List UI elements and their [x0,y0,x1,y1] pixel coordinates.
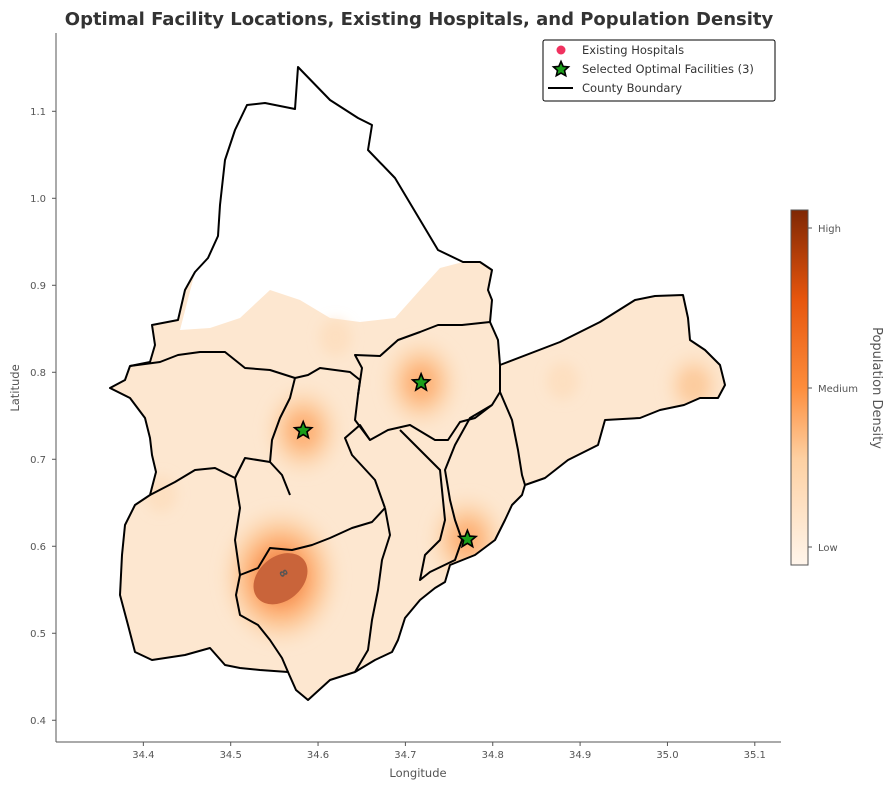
county-boundary-east [499,391,526,486]
county-boundaries [109,66,726,701]
colorbar-gradient [790,209,809,566]
county-boundary-central-north [269,377,296,496]
legend-existing-hospitals: Existing Hospitals [582,43,684,57]
legend: Existing Hospitals Selected Optimal Faci… [542,39,776,102]
y-axis-label: Latitude [8,364,22,411]
optimal-facility-markers [292,371,479,549]
y-tick-label: 0.5 [30,629,46,640]
y-tick-label: 0.9 [30,281,46,292]
legend-county-boundary: County Boundary [582,81,682,95]
x-tick-label: 34.4 [132,750,154,761]
density-peak-label: 8 [276,568,289,580]
density-core [253,553,308,605]
county-boundary-center [234,457,386,576]
county-boundary-west [149,467,236,496]
x-tick-label: 35.0 [656,750,678,761]
county-boundary-south-center [354,507,391,673]
chart-title: Optimal Facility Locations, Existing Hos… [65,9,774,30]
legend-box [542,39,776,102]
colorbar-label-low: Low [818,543,838,554]
x-axis-label: Longitude [389,766,446,780]
y-tick-label: 0.7 [30,455,46,466]
density-sparse-north [180,67,463,330]
legend-optimal-facilities: Selected Optimal Facilities (3) [582,62,754,76]
x-axis-ticks: 34.4 34.5 34.6 34.7 34.8 34.9 35.0 35.1 [132,742,766,761]
x-tick-label: 34.8 [482,750,504,761]
y-tick-label: 0.6 [30,542,46,553]
x-tick-label: 34.5 [220,750,242,761]
county-boundary-center-east [344,424,386,509]
y-tick-label: 0.4 [30,716,46,727]
y-tick-label: 1.1 [30,107,46,118]
colorbar-label-medium: Medium [818,384,858,395]
density-contour [546,362,579,400]
county-boundary-outer [109,66,726,701]
x-tick-label: 35.1 [744,750,766,761]
y-tick-label: 1.0 [30,194,46,205]
optimal-facility-star [292,419,314,440]
x-tick-label: 34.9 [569,750,591,761]
optimal-facility-star [456,528,479,549]
colorbar: High Medium Low Population Density [790,209,884,566]
county-boundary-northeast [354,321,491,396]
colorbar-title: Population Density [869,327,884,449]
y-axis-ticks: 0.4 0.5 0.6 0.7 0.8 0.9 1.0 1.1 [30,107,56,727]
x-tick-label: 34.7 [394,750,416,761]
legend-facility-star [551,59,571,78]
y-tick-label: 0.8 [30,368,46,379]
axes [55,33,781,743]
x-tick-label: 34.6 [307,750,329,761]
county-boundary-north-inner [129,351,361,396]
density-contour [677,366,710,405]
legend-hospital-marker [556,45,566,55]
county-boundary-southwest [235,574,289,673]
density-contour [319,318,352,357]
optimal-facility-star [410,371,432,392]
county-boundary-southeast [399,404,493,581]
colorbar-label-high: High [818,224,841,235]
